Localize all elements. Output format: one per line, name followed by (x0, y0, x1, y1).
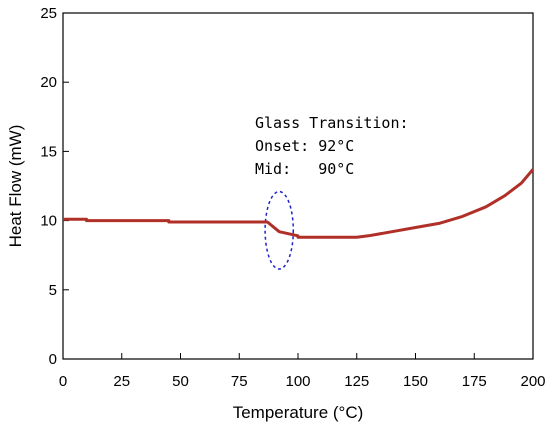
annotation-line-3: Mid: 90°C (255, 160, 354, 178)
y-tick-label: 10 (40, 213, 57, 230)
x-tick-label: 50 (172, 373, 189, 390)
x-tick-label: 75 (231, 373, 248, 390)
y-axis-title: Heat Flow (mW) (6, 125, 25, 248)
y-tick-label: 20 (40, 74, 57, 91)
glass-transition-highlight (264, 190, 295, 270)
y-axis: 0 5 10 15 20 25 (40, 5, 69, 368)
x-tick-label: 200 (520, 373, 545, 390)
annotation-line-1: Glass Transition: (255, 114, 409, 132)
y-tick-label: 25 (40, 5, 57, 22)
y-tick-label: 5 (49, 282, 57, 299)
plot-frame (62, 12, 534, 360)
x-tick-label: 175 (462, 373, 487, 390)
y-tick-label: 0 (49, 351, 57, 368)
y-tick-label: 15 (40, 143, 57, 160)
x-tick-label: 0 (59, 373, 67, 390)
annotation-line-2: Onset: 92°C (255, 137, 354, 155)
x-tick-label: 125 (344, 373, 369, 390)
x-axis: 0 25 50 75 100 125 150 175 200 (59, 353, 546, 390)
heat-flow-line (63, 168, 535, 239)
x-tick-label: 100 (285, 373, 310, 390)
x-tick-label: 150 (403, 373, 428, 390)
x-tick-label: 25 (113, 373, 130, 390)
x-axis-title: Temperature (°C) (233, 403, 364, 422)
